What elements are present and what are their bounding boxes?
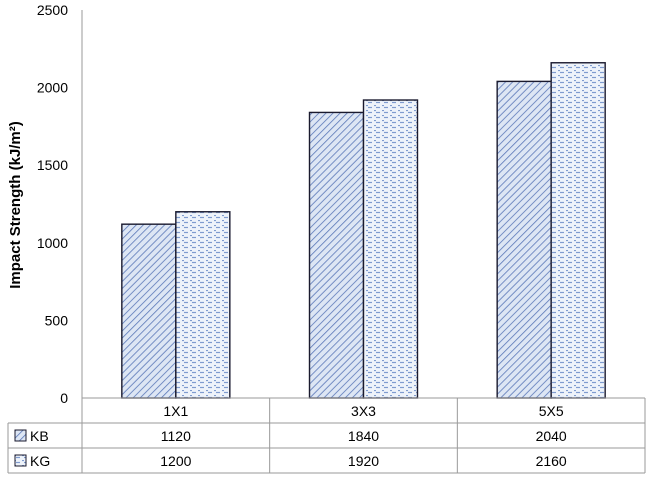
data-label: 1840 [348,428,379,444]
y-tick-label: 500 [45,312,69,328]
bar-kb-3x3 [308,111,365,399]
data-label: 2160 [536,453,567,469]
data-label: 1920 [348,453,379,469]
data-label: 1200 [160,453,191,469]
legend-swatch-kb [14,429,27,442]
bar-kb-1x1 [121,223,177,399]
data-label: 1120 [161,428,191,444]
bar-kb-5x5 [496,80,552,399]
x-tick-label: 5X5 [539,403,564,419]
bar-kg-1x1 [175,211,231,399]
legend-label-kb: KB [30,428,49,444]
y-tick-label: 1000 [37,235,68,251]
legend-swatch-kg [14,454,27,467]
y-tick-label: 0 [60,390,68,406]
y-tick-label: 2500 [37,2,68,18]
data-label: 2040 [536,428,567,444]
bar-kg-3x3 [362,99,419,399]
x-tick-label: 1X1 [163,403,188,419]
y-tick-label: 2000 [37,80,68,96]
x-tick-label: 3X3 [351,403,376,419]
y-tick-label: 1500 [37,157,68,173]
legend-label-kg: KG [30,453,50,469]
y-axis-title: Impact Strength (kJ/m²) [7,121,24,289]
bar-kg-5x5 [550,62,606,399]
